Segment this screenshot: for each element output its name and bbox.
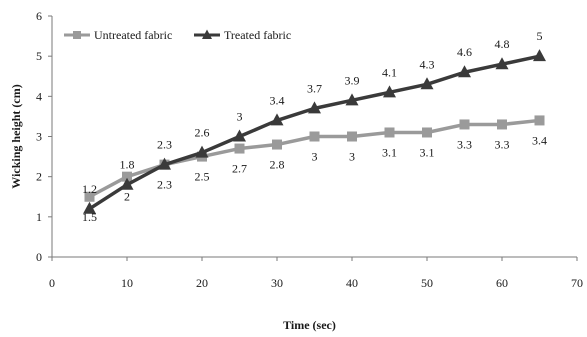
treated-point	[420, 77, 434, 90]
treated-data-label: 3	[237, 110, 243, 124]
treated-data-label: 4.3	[420, 57, 435, 71]
treated-point	[195, 145, 209, 158]
treated-legend-label: Treated fabric	[224, 28, 291, 42]
untreated-point	[534, 115, 545, 126]
treated-point	[345, 93, 359, 106]
x-tick-label: 40	[346, 276, 358, 290]
untreated-data-label: 2.7	[232, 162, 247, 176]
treated-data-label: 4.1	[382, 65, 397, 79]
treated-point	[458, 65, 471, 78]
x-tick-label: 60	[496, 276, 508, 290]
treated-data-label: 1.8	[120, 158, 135, 172]
treated-legend-marker	[202, 29, 212, 39]
x-tick-label: 70	[571, 276, 583, 290]
untreated-point	[234, 143, 245, 154]
treated-point	[270, 113, 284, 126]
untreated-point	[347, 131, 357, 142]
untreated-legend-marker	[73, 31, 81, 39]
untreated-data-label: 3.4	[532, 133, 547, 147]
treated-point	[495, 57, 509, 70]
untreated-point	[459, 119, 470, 130]
untreated-point	[384, 127, 395, 138]
treated-data-label: 1.2	[82, 182, 97, 196]
untreated-data-label: 2.3	[157, 178, 172, 192]
y-axis-title: Wicking height (cm)	[9, 84, 23, 188]
untreated-data-label: 3.3	[457, 137, 472, 151]
untreated-point	[497, 119, 507, 130]
untreated-data-label: 3	[349, 150, 355, 164]
untreated-point	[422, 127, 432, 138]
untreated-legend-label: Untreated fabric	[94, 28, 172, 42]
treated-point	[158, 157, 171, 170]
series-layer	[83, 49, 546, 214]
untreated-data-label: 3.1	[382, 145, 397, 159]
untreated-point	[309, 131, 320, 142]
treated-data-label: 4.6	[457, 45, 472, 59]
treated-data-label: 2.3	[157, 138, 172, 152]
y-tick-label: 0	[36, 250, 42, 264]
treated-data-label: 2.6	[195, 126, 210, 140]
treated-point	[233, 129, 246, 142]
treated-data-label: 3.4	[270, 93, 285, 107]
x-tick-label: 10	[121, 276, 133, 290]
treated-point	[533, 49, 546, 62]
untreated-data-label: 2.5	[195, 170, 210, 184]
treated-data-label: 3.7	[307, 81, 322, 95]
x-tick-label: 0	[49, 276, 55, 290]
x-tick-label: 30	[271, 276, 283, 290]
treated-data-label: 3.9	[345, 73, 360, 87]
untreated-data-label: 3.3	[495, 137, 510, 151]
x-tick-label: 20	[196, 276, 208, 290]
untreated-data-label: 3	[312, 150, 318, 164]
untreated-data-label: 3.1	[420, 145, 435, 159]
treated-point	[383, 85, 396, 98]
untreated-point	[272, 139, 282, 150]
y-tick-label: 5	[36, 49, 42, 63]
untreated-data-label: 2	[124, 190, 130, 204]
untreated-data-label: 2.8	[270, 158, 285, 172]
data-labels: 1.5 2 2.3 2.5 2.7 2.8 3 3 3.1 3.1 3.3 3.3 3.4 1.2 1.8 2…	[82, 29, 547, 224]
legend: Untreated fabric Treated fabric	[64, 28, 291, 42]
treated-data-label: 4.8	[495, 37, 510, 51]
untreated-point	[122, 171, 132, 182]
x-axis-title: Time (sec)	[283, 318, 336, 332]
untreated-data-label: 1.5	[82, 210, 97, 224]
treated-point	[120, 177, 134, 190]
treated-point	[83, 201, 96, 214]
y-tick-label: 4	[36, 89, 42, 103]
y-tick-label: 1	[36, 210, 42, 224]
y-tick-label: 3	[36, 130, 42, 144]
untreated-point	[84, 191, 95, 202]
y-tick-label: 6	[36, 9, 42, 23]
treated-data-label: 5	[537, 29, 543, 43]
y-tick-label: 2	[36, 170, 42, 184]
treated-point	[308, 101, 321, 114]
x-tick-label: 50	[421, 276, 433, 290]
